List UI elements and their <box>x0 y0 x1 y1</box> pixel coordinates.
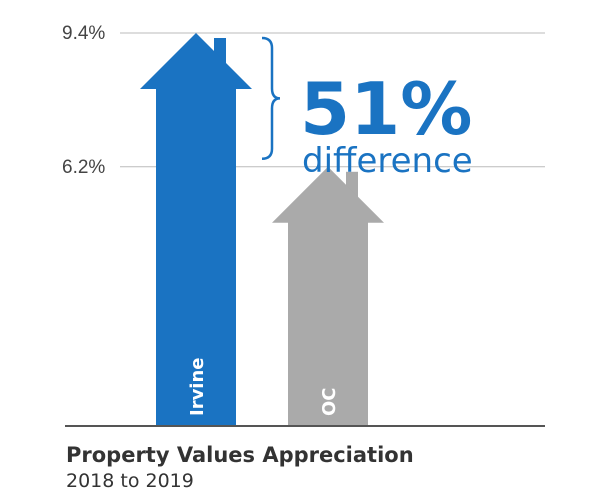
house-bar-irvine: Irvine <box>140 33 252 426</box>
chart-title: Property Values Appreciation <box>66 443 414 467</box>
chart-subtitle: 2018 to 2019 <box>66 470 194 492</box>
bar-label-irvine: Irvine <box>187 358 208 417</box>
y-tick-labels: 9.4% 6.2% <box>62 23 105 178</box>
house-bar-oc: OC <box>272 166 384 426</box>
y-tick-label: 6.2% <box>62 157 105 178</box>
house-bars: Irvine OC <box>140 33 384 426</box>
house-bar-shape <box>140 33 252 426</box>
difference-annotation: 51% difference <box>261 36 473 181</box>
y-tick-label: 9.4% <box>62 23 105 44</box>
difference-percent: 51% <box>300 67 472 151</box>
difference-label: difference <box>302 141 473 181</box>
bar-label-oc: OC <box>319 387 340 416</box>
house-bar-shape <box>272 166 384 426</box>
difference-bracket <box>261 36 281 161</box>
